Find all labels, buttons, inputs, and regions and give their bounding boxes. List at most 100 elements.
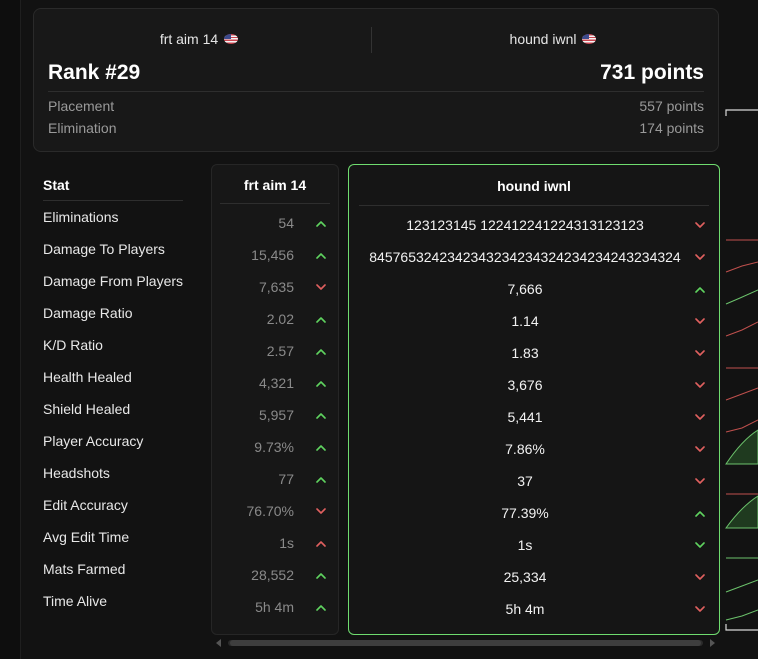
player2-stat-value: 77.39% [501, 505, 549, 521]
player1-stat-value: 54 [278, 215, 294, 231]
table-row: 54 [212, 207, 338, 239]
placement-value: 557 points [639, 98, 704, 114]
arrow-down-icon [314, 495, 328, 527]
arrow-up-icon [314, 559, 328, 591]
table-row: 15,456 [212, 239, 338, 271]
player2-stat-value: 7.86% [505, 441, 545, 457]
table-row: 1s [349, 529, 719, 561]
stat-label: Mats Farmed [43, 561, 126, 577]
player1-stat-value: 76.70% [246, 503, 294, 519]
stat-labels-column: Stat Eliminations Damage To Players Damage… [43, 170, 183, 617]
table-row: 7.86% [349, 433, 719, 465]
summary-divider [48, 91, 704, 92]
arrow-down-icon [693, 209, 707, 241]
arrow-down-icon [693, 529, 707, 561]
arrow-up-icon [693, 273, 707, 305]
player2-stat-value: 7,666 [507, 281, 543, 297]
table-row: 2.02 [212, 303, 338, 335]
arrow-up-icon [314, 303, 328, 335]
background-chart-edge [725, 109, 758, 631]
player2-stat-value: 1.83 [511, 345, 539, 361]
player1-column-header[interactable]: frt aim 14 [220, 165, 330, 204]
table-row: 1.14 [349, 305, 719, 337]
scrollbar-thumb[interactable] [230, 640, 701, 646]
player2-stat-value: 84576532423423432342343242342342432343­2… [369, 249, 681, 265]
player2-column-header[interactable]: hound iwnl [359, 165, 709, 206]
table-row: 7,666 [349, 273, 719, 305]
table-row: 5,441 [349, 401, 719, 433]
arrow-down-icon [693, 561, 707, 593]
elimination-value: 174 points [639, 120, 704, 136]
left-sidebar-edge [0, 0, 21, 659]
scroll-right-icon[interactable] [710, 639, 715, 647]
stat-label: Headshots [43, 465, 110, 481]
stat-label: Edit Accuracy [43, 497, 128, 513]
scroll-left-icon[interactable] [216, 639, 221, 647]
player1-stat-value: 2.57 [266, 343, 294, 359]
stat-label: Player Accuracy [43, 433, 144, 449]
stat-header: Stat [43, 170, 183, 201]
rank-label: Rank #29 [48, 61, 141, 84]
table-row: 28,552 [212, 559, 338, 591]
player2-stat-value: 25,334 [503, 569, 547, 585]
us-flag-icon [582, 34, 597, 44]
arrow-up-icon [314, 399, 328, 431]
arrow-up-icon [314, 367, 328, 399]
player1-stat-value: 1s [279, 535, 294, 551]
arrow-down-icon [693, 465, 707, 497]
table-row: 5,957 [212, 399, 338, 431]
player1-stat-value: 9.73% [254, 439, 294, 455]
stat-label: Health Healed [43, 369, 132, 385]
stat-label: Time Alive [43, 593, 108, 609]
player1-stat-value: 5h 4m [255, 599, 294, 615]
arrow-down-icon [693, 433, 707, 465]
arrow-down-icon [693, 369, 707, 401]
table-row: 5h 4m [212, 591, 338, 623]
us-flag-icon [224, 34, 239, 44]
player2-stats-column: hound iwnl 123123145 1224122412243131231… [348, 164, 720, 635]
stat-label: K/D Ratio [43, 337, 103, 353]
stat-label: Eliminations [43, 209, 119, 225]
arrow-up-icon [314, 239, 328, 271]
player2-stat-value: 1.14 [511, 313, 539, 329]
arrow-up-icon [693, 497, 707, 529]
elimination-label: Elimination [48, 120, 117, 136]
stat-label: Shield Healed [43, 401, 131, 417]
player1-stats-column: frt aim 14 54 15,456 7,635 2.02 2.57 4,321 5,9… [211, 164, 339, 635]
table-row: 77.39% [349, 497, 719, 529]
player1-stat-value: 4,321 [258, 375, 294, 391]
stat-label: Avg Edit Time [43, 529, 130, 545]
table-row: 84576532423423432342343242342342432343­2… [349, 241, 719, 273]
arrow-up-icon [314, 527, 328, 559]
arrow-down-icon [693, 593, 707, 625]
player1-stat-value: 5,957 [258, 407, 294, 423]
arrow-up-icon [314, 207, 328, 239]
horizontal-scrollbar[interactable] [214, 637, 717, 647]
player2-stat-value: 5h 4m [505, 601, 545, 617]
player2-stat-value: 1s [517, 537, 533, 553]
player-divider [371, 27, 372, 53]
player1-stat-value: 28,552 [251, 567, 294, 583]
player2-name[interactable]: hound iwnl [388, 31, 718, 47]
table-row: 7,635 [212, 271, 338, 303]
arrow-up-icon [314, 591, 328, 623]
table-row: 1s [212, 527, 338, 559]
table-row: 9.73% [212, 431, 338, 463]
player1-stat-value: 77 [278, 471, 294, 487]
player2-stat-value: 37 [517, 473, 533, 489]
arrow-down-icon [693, 241, 707, 273]
player1-stat-value: 2.02 [266, 311, 294, 327]
table-row: 2.57 [212, 335, 338, 367]
table-row: 25,334 [349, 561, 719, 593]
table-row: 123123145 12241224122431312312­3 [349, 209, 719, 241]
table-row: 3,676 [349, 369, 719, 401]
arrow-down-icon [693, 337, 707, 369]
stat-label: Damage To Players [43, 241, 165, 257]
table-row: 1.83 [349, 337, 719, 369]
table-row: 77 [212, 463, 338, 495]
total-points: 731 points [600, 61, 704, 84]
arrow-up-icon [314, 335, 328, 367]
player1-name[interactable]: frt aim 14 [34, 31, 364, 47]
arrow-down-icon [693, 401, 707, 433]
stat-label: Damage Ratio [43, 305, 133, 321]
